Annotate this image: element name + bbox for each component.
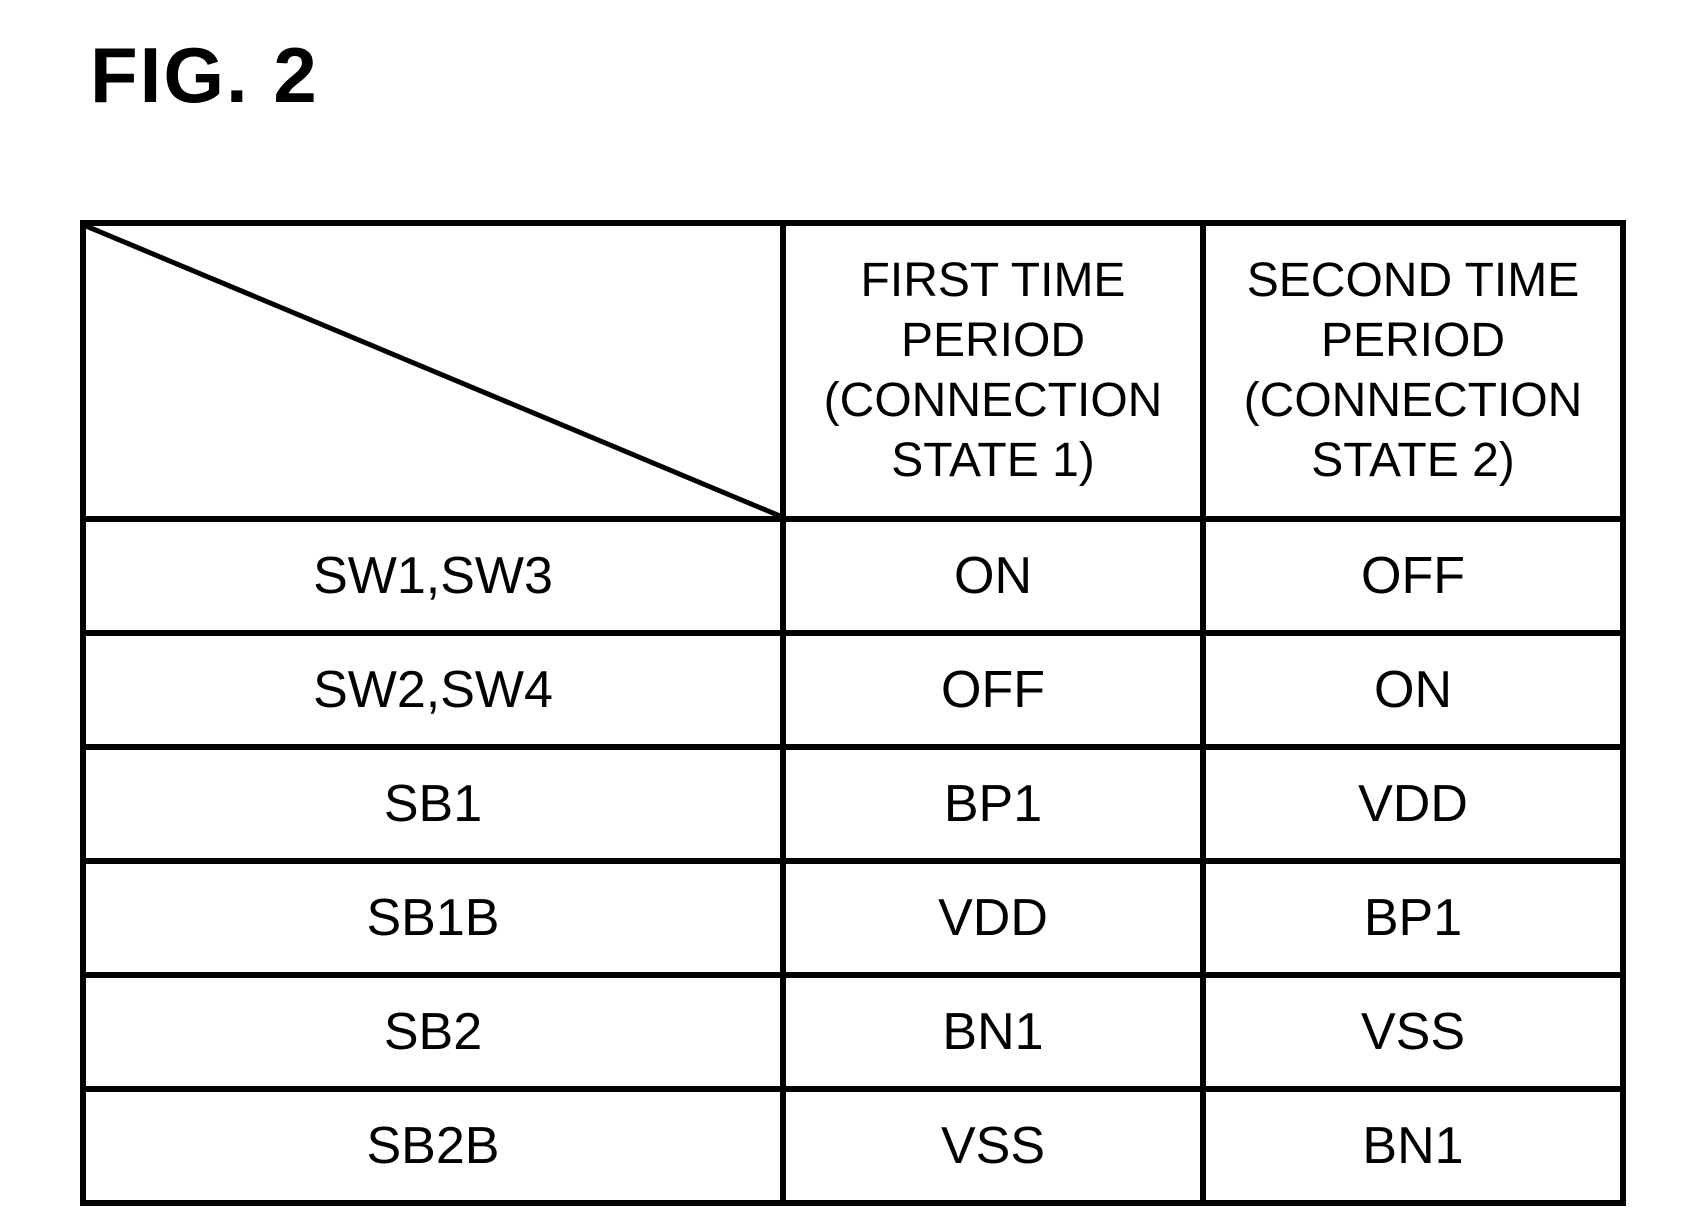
header-text-line: FIRST TIME <box>786 251 1200 311</box>
table-cell: OFF <box>783 633 1203 747</box>
table-cell: ON <box>1203 633 1623 747</box>
table-header-row: FIRST TIME PERIOD (CONNECTION STATE 1) S… <box>83 223 1623 519</box>
row-label: SB2B <box>83 1089 783 1203</box>
state-table: FIRST TIME PERIOD (CONNECTION STATE 1) S… <box>80 220 1626 1206</box>
diagonal-header-cell <box>83 223 783 519</box>
column-header-1: FIRST TIME PERIOD (CONNECTION STATE 1) <box>783 223 1203 519</box>
row-label: SB1 <box>83 747 783 861</box>
table-cell: ON <box>783 519 1203 633</box>
table-row: SB2B VSS BN1 <box>83 1089 1623 1203</box>
column-header-2: SECOND TIME PERIOD (CONNECTION STATE 2) <box>1203 223 1623 519</box>
row-label: SB2 <box>83 975 783 1089</box>
table-cell: BP1 <box>1203 861 1623 975</box>
table-row: SW1,SW3 ON OFF <box>83 519 1623 633</box>
row-label: SW2,SW4 <box>83 633 783 747</box>
row-label: SB1B <box>83 861 783 975</box>
header-text-line: (CONNECTION <box>786 371 1200 431</box>
header-text-line: STATE 2) <box>1206 431 1620 491</box>
table-row: SB1 BP1 VDD <box>83 747 1623 861</box>
table-cell: BP1 <box>783 747 1203 861</box>
table-row: SB1B VDD BP1 <box>83 861 1623 975</box>
table-cell: VDD <box>783 861 1203 975</box>
table-cell: VSS <box>783 1089 1203 1203</box>
table-cell: VDD <box>1203 747 1623 861</box>
row-label: SW1,SW3 <box>83 519 783 633</box>
header-text-line: (CONNECTION <box>1206 371 1620 431</box>
table-row: SW2,SW4 OFF ON <box>83 633 1623 747</box>
table-container: FIRST TIME PERIOD (CONNECTION STATE 1) S… <box>80 220 1620 1206</box>
table-row: SB2 BN1 VSS <box>83 975 1623 1089</box>
figure-title: FIG. 2 <box>90 30 319 121</box>
table-cell: OFF <box>1203 519 1623 633</box>
table-cell: BN1 <box>783 975 1203 1089</box>
header-text-line: STATE 1) <box>786 431 1200 491</box>
table-cell: VSS <box>1203 975 1623 1089</box>
header-text-line: PERIOD <box>786 311 1200 371</box>
table-cell: BN1 <box>1203 1089 1623 1203</box>
header-text-line: PERIOD <box>1206 311 1620 371</box>
header-text-line: SECOND TIME <box>1206 251 1620 311</box>
diagonal-line-icon <box>86 226 780 516</box>
